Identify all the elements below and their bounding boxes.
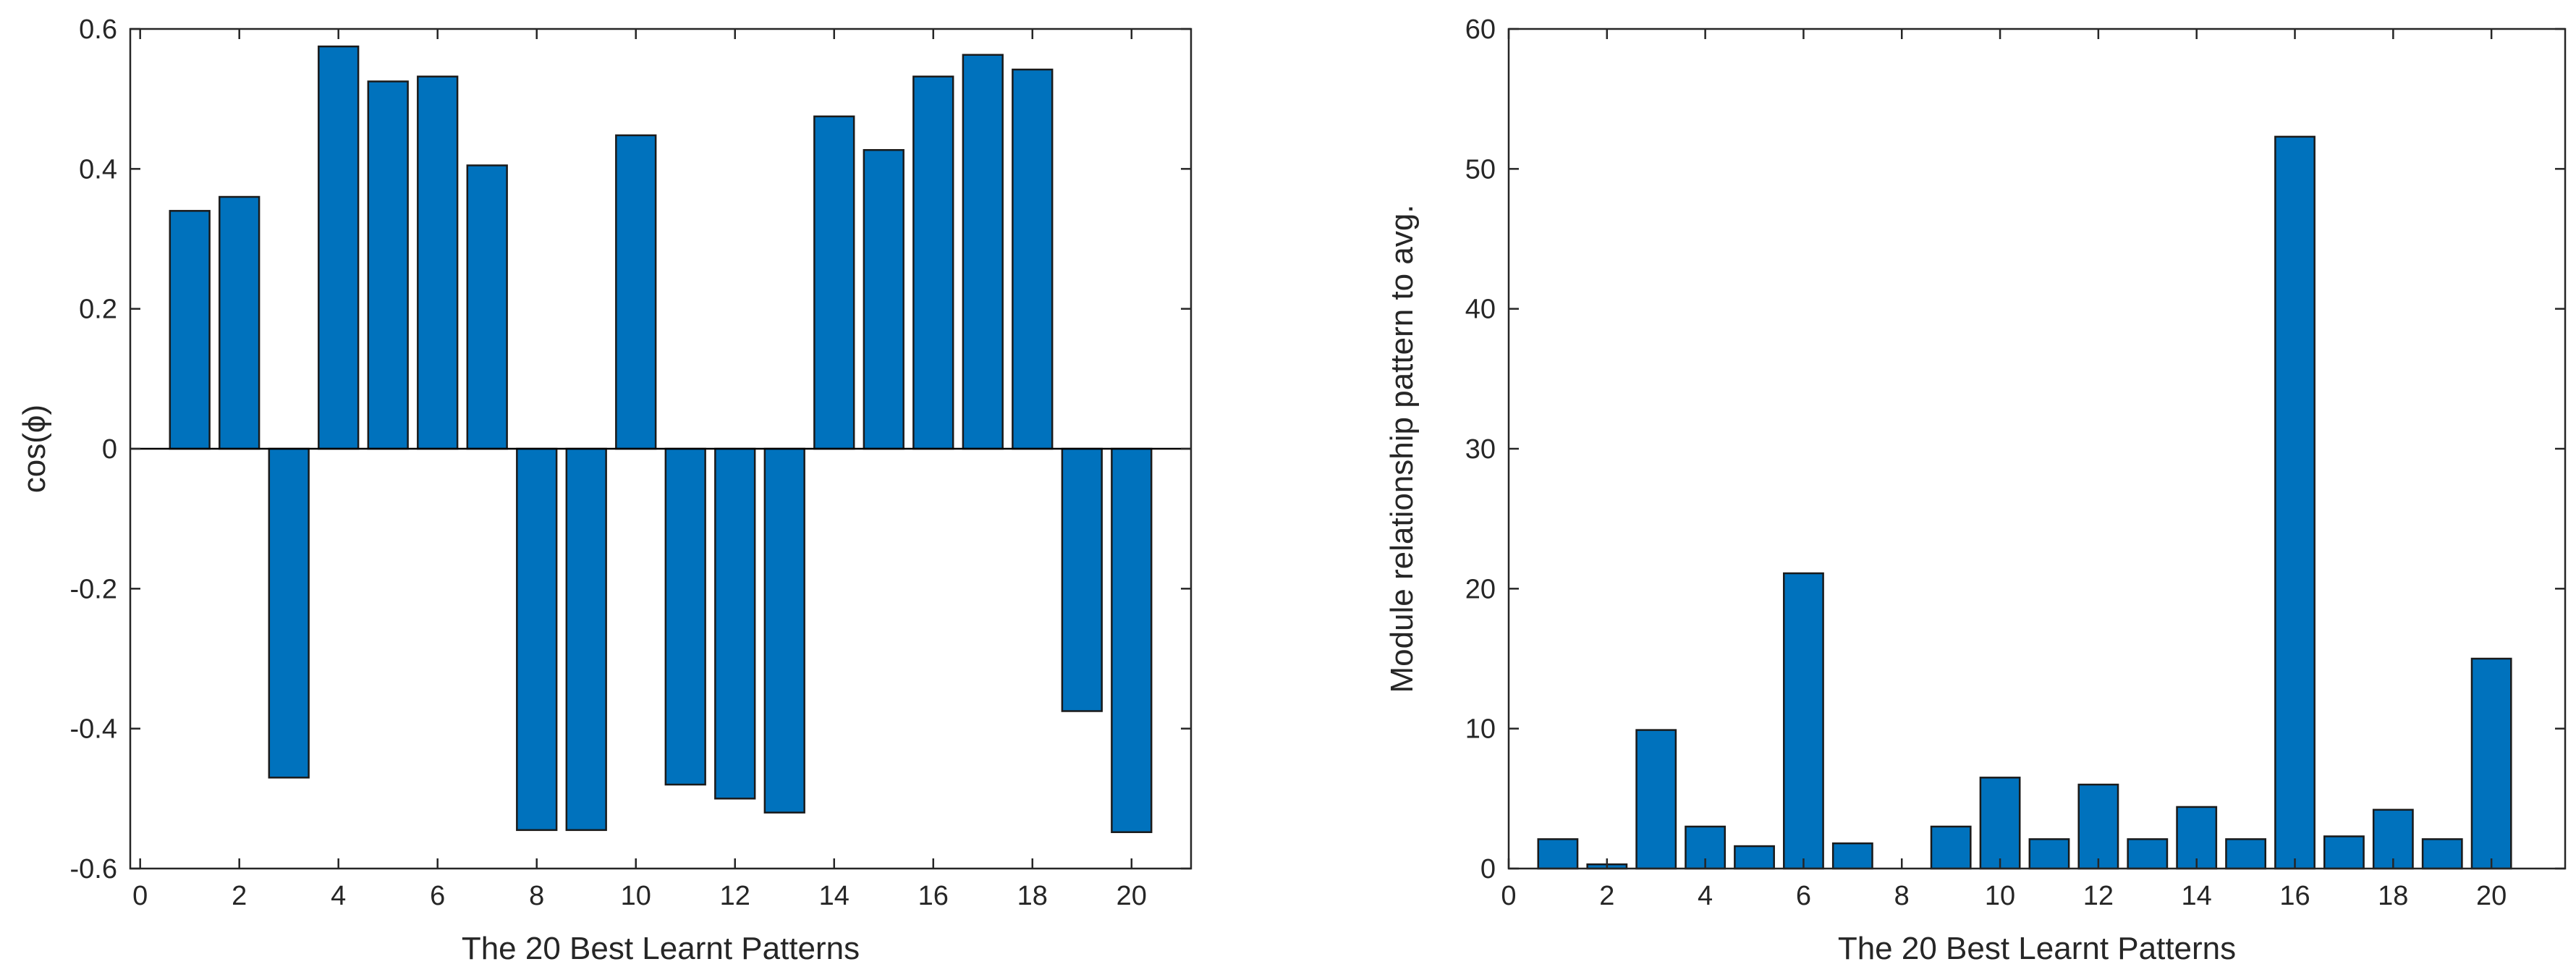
left-bar-7	[466, 164, 508, 450]
right-x-axis-label: The 20 Best Learnt Patterns	[1838, 931, 2236, 966]
left-xtick-label: 14	[819, 881, 850, 911]
left-bar-8	[516, 447, 558, 832]
right-bar-9	[1930, 825, 1972, 870]
left-xtick-label: 0	[132, 881, 148, 911]
right-ytick-label: 40	[1465, 295, 1496, 325]
right-y-ticks: 0 10 20 30 40 50 60	[1465, 14, 2565, 884]
left-bar-9	[565, 447, 607, 832]
left-ytick-label: 0.2	[79, 295, 117, 325]
right-bar-1	[1537, 838, 1579, 870]
right-plot-area	[1509, 29, 2565, 869]
left-ytick-label: -0.6	[70, 854, 117, 884]
right-bar-16	[2274, 135, 2316, 870]
right-bar-7	[1831, 842, 1873, 870]
left-bar-18	[1012, 68, 1054, 450]
right-bar-3	[1635, 729, 1677, 870]
right-xtick-label: 8	[1894, 881, 1910, 911]
left-xtick-label: 6	[430, 881, 445, 911]
left-xtick-label: 2	[232, 881, 247, 911]
left-bar-4	[318, 45, 360, 450]
left-ytick-label: -0.4	[70, 714, 117, 745]
right-chart: 0 2 4 6 8 10 12 14 16 18 20 0 10 20 30 40 50 60 The 20 B…	[1384, 14, 2567, 966]
right-xtick-label: 4	[1698, 881, 1713, 911]
right-bars	[1537, 135, 2512, 870]
left-x-axis-label: The 20 Best Learnt Patterns	[462, 931, 860, 966]
right-bar-13	[2127, 838, 2169, 870]
left-bar-10	[615, 134, 657, 450]
left-bar-13	[763, 447, 805, 814]
left-xtick-label: 20	[1117, 881, 1147, 911]
right-xtick-label: 18	[2378, 881, 2408, 911]
left-xtick-label: 12	[720, 881, 750, 911]
right-xtick-label: 6	[1796, 881, 1811, 911]
right-x-ticks: 0 2 4 6 8 10 12 14 16 18 20	[1501, 29, 2507, 911]
right-ytick-label: 50	[1465, 154, 1496, 185]
left-xtick-label: 16	[918, 881, 949, 911]
left-bar-19	[1061, 447, 1103, 712]
left-bar-1	[169, 210, 211, 450]
left-bar-20	[1111, 447, 1153, 833]
right-ytick-label: 10	[1465, 714, 1496, 745]
right-bar-20	[2470, 657, 2512, 870]
right-xtick-label: 0	[1501, 881, 1516, 911]
left-ytick-label: 0	[102, 434, 117, 465]
right-bar-14	[2176, 806, 2218, 870]
right-xtick-label: 14	[2182, 881, 2212, 911]
right-bar-5	[1734, 845, 1775, 870]
left-bar-3	[268, 447, 310, 779]
right-bar-10	[1979, 777, 2021, 870]
left-chart: 0 2 4 6 8 10 12 14 16 18 20 -0.6 -0.4 -0.2 0 0.2 0.4 0.6…	[17, 14, 1192, 966]
left-ytick-label: -0.2	[70, 574, 117, 604]
right-ytick-label: 20	[1465, 574, 1496, 604]
right-xtick-label: 2	[1599, 881, 1614, 911]
right-y-axis-label: Module relationship pattern to avg.	[1384, 204, 1420, 693]
left-bar-11	[664, 447, 706, 786]
right-ytick-label: 60	[1465, 14, 1496, 45]
right-bar-6	[1783, 572, 1824, 870]
left-bar-5	[367, 80, 409, 450]
left-x-ticks: 0 2 4 6 8 10 12 14 16 18 20	[132, 29, 1147, 911]
left-ytick-label: 0.6	[79, 14, 117, 45]
left-xtick-label: 18	[1017, 881, 1048, 911]
right-bar-17	[2323, 835, 2365, 870]
left-xtick-label: 8	[529, 881, 544, 911]
right-bar-12	[2077, 783, 2119, 870]
right-ytick-label: 0	[1480, 854, 1496, 884]
left-xtick-label: 10	[621, 881, 651, 911]
right-ytick-label: 30	[1465, 434, 1496, 465]
left-ytick-label: 0.4	[79, 154, 117, 185]
right-bar-11	[2028, 838, 2070, 870]
left-bar-14	[813, 115, 855, 450]
right-bar-19	[2421, 838, 2463, 870]
left-bar-12	[714, 447, 756, 800]
left-xtick-label: 4	[331, 881, 346, 911]
left-bar-15	[863, 148, 904, 450]
right-xtick-label: 16	[2279, 881, 2310, 911]
left-bar-6	[417, 75, 459, 450]
right-xtick-label: 10	[1985, 881, 2015, 911]
left-bar-2	[219, 195, 260, 450]
right-xtick-label: 12	[2083, 881, 2114, 911]
left-bar-16	[912, 75, 954, 450]
left-y-ticks: -0.6 -0.4 -0.2 0 0.2 0.4 0.6	[70, 14, 1191, 884]
left-bar-17	[962, 54, 1004, 450]
right-xtick-label: 20	[2476, 881, 2507, 911]
right-bar-15	[2225, 838, 2267, 870]
left-bars	[169, 45, 1153, 833]
left-y-axis-label: cos(ϕ)	[17, 405, 52, 493]
